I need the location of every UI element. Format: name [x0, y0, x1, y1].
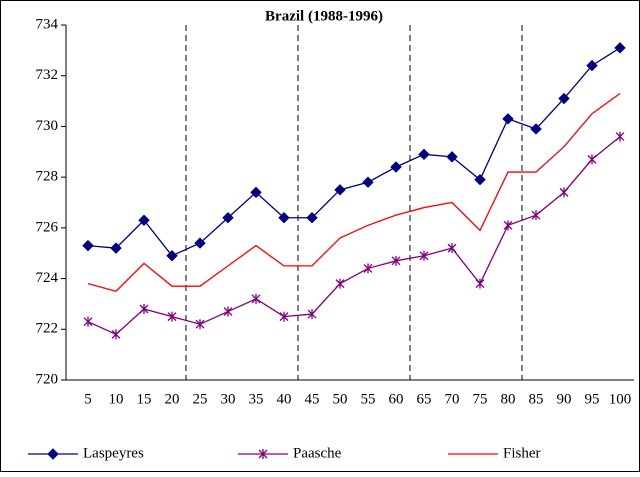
- point: [587, 154, 597, 165]
- legend-label: Fisher: [503, 445, 541, 461]
- point: [195, 319, 205, 330]
- y-tick-label: 732: [36, 67, 59, 83]
- point: [362, 176, 374, 188]
- series-line: [87, 136, 621, 336]
- point: [250, 186, 262, 199]
- y-tick-label: 722: [36, 321, 59, 337]
- point: [615, 131, 625, 142]
- x-tick-label: 80: [501, 391, 516, 407]
- point: [335, 278, 345, 289]
- x-tick-label: 60: [389, 391, 404, 407]
- x-tick-label: 65: [417, 391, 432, 407]
- point: [363, 263, 373, 274]
- point: [475, 278, 485, 289]
- y-tick-label: 728: [36, 169, 59, 185]
- y-tick-label: 726: [36, 219, 59, 235]
- point: [558, 92, 570, 105]
- x-tick-label: 95: [585, 391, 600, 407]
- x-tick-label: 50: [333, 391, 348, 407]
- y-tick-label: 734: [36, 16, 59, 32]
- series-line: [87, 47, 621, 257]
- point: [111, 329, 121, 340]
- y-tick-label: 720: [36, 371, 59, 387]
- point: [307, 309, 317, 320]
- x-tick-label: 25: [193, 391, 208, 407]
- x-tick-label: 5: [84, 391, 92, 407]
- x-tick-label: 35: [249, 391, 264, 407]
- x-tick-label: 100: [609, 391, 632, 407]
- point: [138, 214, 150, 226]
- point: [139, 304, 149, 314]
- legend-label: Paasche: [293, 445, 342, 461]
- point: [446, 151, 458, 163]
- point: [82, 239, 94, 252]
- legend-label: Laspeyres: [83, 445, 144, 461]
- point: [166, 250, 178, 262]
- point: [251, 293, 261, 304]
- x-tick-label: 90: [557, 391, 572, 407]
- chart-title: Brazil (1988-1996): [265, 8, 383, 24]
- point: [586, 59, 598, 72]
- point: [447, 243, 457, 254]
- x-tick-label: 85: [529, 391, 544, 407]
- point: [167, 311, 177, 322]
- x-tick-label: 45: [305, 391, 320, 407]
- x-tick-label: 70: [445, 391, 460, 407]
- point: [278, 212, 290, 224]
- point: [306, 212, 318, 224]
- legend-marker: [258, 449, 268, 459]
- point: [279, 311, 289, 322]
- point: [559, 187, 569, 198]
- point: [531, 210, 541, 221]
- point: [474, 173, 486, 186]
- point: [418, 148, 430, 161]
- point: [222, 212, 234, 224]
- point: [503, 220, 513, 231]
- point: [390, 161, 402, 173]
- x-tick-label: 15: [137, 391, 152, 407]
- point: [502, 113, 514, 125]
- point: [530, 123, 542, 135]
- point: [334, 184, 346, 196]
- point: [83, 316, 93, 327]
- point: [419, 250, 429, 261]
- y-tick-label: 724: [36, 270, 59, 286]
- x-tick-label: 55: [361, 391, 376, 407]
- point: [194, 237, 206, 249]
- legend-marker: [47, 448, 59, 460]
- point: [110, 242, 122, 254]
- point: [223, 306, 233, 317]
- y-tick-label: 730: [36, 118, 59, 134]
- x-tick-label: 10: [109, 391, 124, 407]
- x-tick-label: 40: [277, 391, 292, 407]
- point: [391, 255, 401, 266]
- series-line: [87, 92, 621, 292]
- x-tick-label: 30: [221, 391, 236, 407]
- x-tick-label: 20: [165, 391, 180, 407]
- point: [614, 42, 626, 54]
- x-tick-label: 75: [473, 391, 488, 407]
